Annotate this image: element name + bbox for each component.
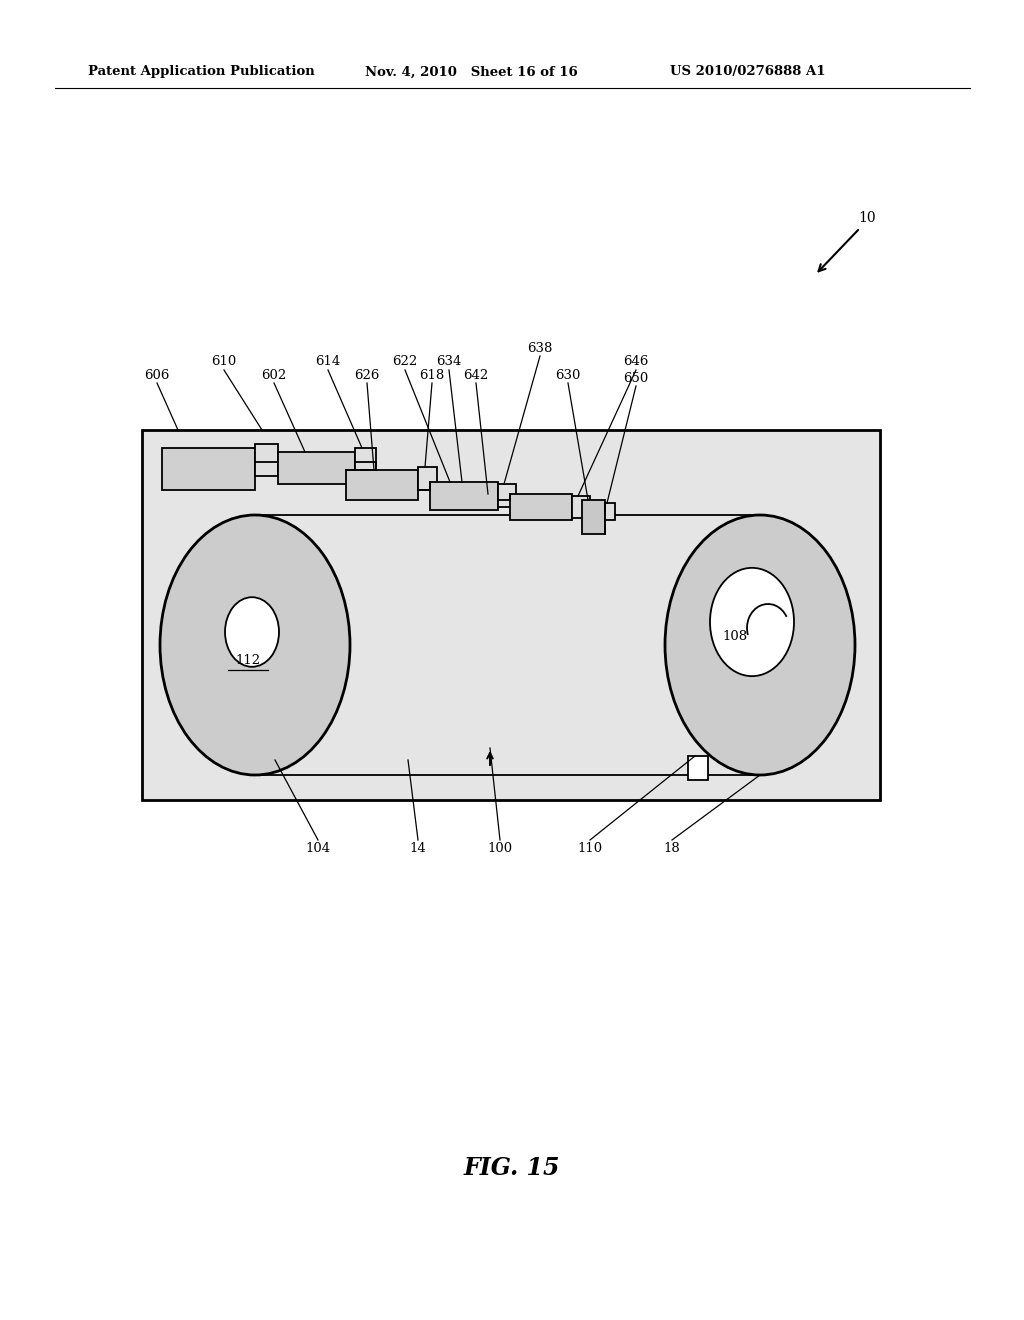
Text: Patent Application Publication: Patent Application Publication: [88, 66, 314, 78]
Text: 650: 650: [624, 371, 648, 384]
Ellipse shape: [160, 515, 350, 775]
Text: 614: 614: [315, 355, 341, 368]
Text: 112: 112: [236, 653, 260, 667]
Text: US 2010/0276888 A1: US 2010/0276888 A1: [670, 66, 825, 78]
Text: 602: 602: [261, 368, 287, 381]
Text: 610: 610: [211, 355, 237, 368]
Bar: [498, 484, 516, 507]
Text: 638: 638: [527, 342, 553, 355]
Bar: [162, 447, 255, 490]
Text: 14: 14: [410, 842, 426, 854]
Bar: [605, 503, 615, 520]
Text: 630: 630: [555, 368, 581, 381]
Text: 606: 606: [144, 368, 170, 381]
Bar: [430, 482, 498, 510]
Text: 110: 110: [578, 842, 602, 854]
Text: 618: 618: [420, 368, 444, 381]
Bar: [355, 447, 376, 473]
Bar: [278, 451, 355, 484]
Text: 622: 622: [392, 355, 418, 368]
Circle shape: [225, 597, 279, 667]
Bar: [346, 470, 418, 500]
Bar: [255, 444, 278, 477]
Bar: [510, 494, 572, 520]
Text: 646: 646: [624, 355, 648, 368]
Text: 634: 634: [436, 355, 462, 368]
Text: 10: 10: [858, 211, 876, 224]
Text: 108: 108: [723, 630, 748, 643]
Ellipse shape: [665, 515, 855, 775]
Bar: [418, 467, 437, 490]
Text: 642: 642: [464, 368, 488, 381]
Text: 104: 104: [305, 842, 331, 854]
Bar: [572, 496, 590, 517]
Bar: [688, 756, 708, 780]
Bar: [582, 500, 605, 535]
Circle shape: [710, 568, 794, 676]
Text: FIG. 15: FIG. 15: [464, 1156, 560, 1180]
Text: 18: 18: [664, 842, 680, 854]
Text: 100: 100: [487, 842, 513, 854]
Text: Nov. 4, 2010   Sheet 16 of 16: Nov. 4, 2010 Sheet 16 of 16: [365, 66, 578, 78]
Bar: [142, 430, 880, 800]
Text: 626: 626: [354, 368, 380, 381]
